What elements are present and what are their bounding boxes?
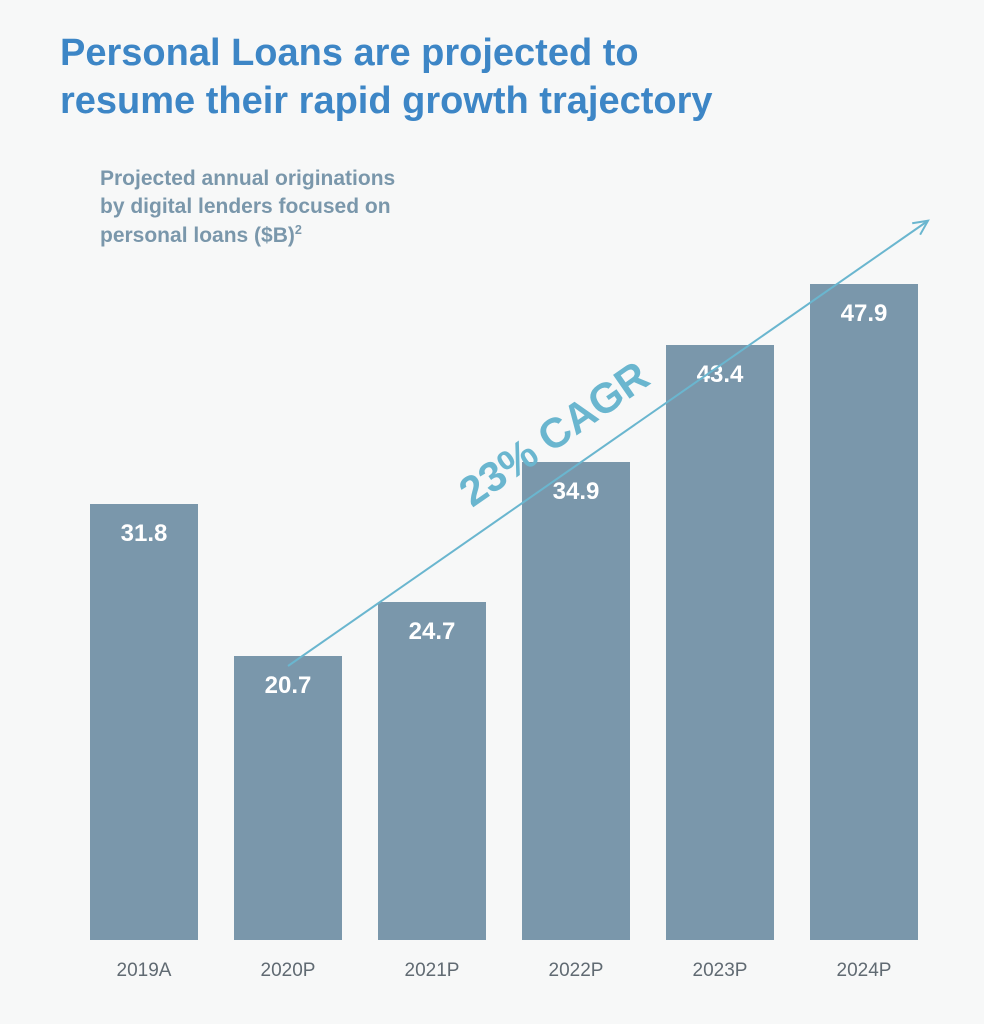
bar: 20.7: [234, 656, 342, 940]
x-axis-label: 2023P: [666, 960, 774, 982]
bar-value-label: 31.8: [90, 520, 198, 548]
bar: 24.7: [378, 602, 486, 940]
x-axis-label: 2020P: [234, 960, 342, 982]
x-axis-label: 2021P: [378, 960, 486, 982]
bar-value-label: 34.9: [522, 478, 630, 506]
bar-chart: 31.8 20.7 24.7 34.9 43.4 47.9: [90, 255, 930, 940]
bar-value-label: 43.4: [666, 361, 774, 389]
bar-value-label: 24.7: [378, 618, 486, 646]
chart-title: Personal Loans are projected toresume th…: [60, 30, 713, 125]
x-axis-label: 2024P: [810, 960, 918, 982]
subtitle-text: Projected annual originationsby digital …: [100, 167, 395, 247]
bar: 31.8: [90, 504, 198, 940]
x-axis-label: 2019A: [90, 960, 198, 982]
subtitle-superscript: 2: [295, 223, 302, 237]
bar: 34.9: [522, 462, 630, 940]
bar-value-label: 20.7: [234, 672, 342, 700]
bar-value-label: 47.9: [810, 300, 918, 328]
x-axis-label: 2022P: [522, 960, 630, 982]
bar: 43.4: [666, 345, 774, 940]
bar: 47.9: [810, 284, 918, 940]
chart-subtitle: Projected annual originationsby digital …: [100, 165, 395, 250]
